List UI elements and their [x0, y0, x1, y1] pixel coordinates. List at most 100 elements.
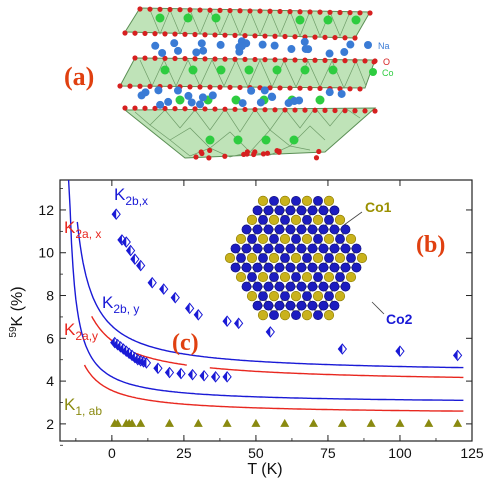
- oxygen-atom: [132, 30, 138, 36]
- x-axis-label: T (K): [247, 461, 282, 478]
- oxygen-atom: [142, 105, 148, 111]
- sodium-atom: [198, 93, 207, 102]
- oxygen-atom: [277, 8, 283, 15]
- oxygen-atom: [312, 34, 318, 40]
- co1-arrow: [343, 211, 363, 226]
- panel-c-label: (c): [172, 330, 199, 356]
- data-point-k1ab: [113, 418, 123, 427]
- co1-atom: [268, 252, 280, 264]
- oxygen-atom: [307, 85, 313, 91]
- atom-legend: Na O Co: [364, 41, 394, 78]
- oxygen-atom: [182, 106, 188, 112]
- data-point-k1ab: [127, 418, 137, 427]
- axis-ticks: 0 25 50 75 100 125 2 4 6 8 10 12: [38, 180, 484, 461]
- sodium-atom: [256, 98, 265, 107]
- oxygen-atom: [276, 149, 282, 155]
- co2-atom: [340, 243, 351, 254]
- oxygen-atom: [312, 107, 318, 113]
- o-legend-sphere: [371, 59, 377, 65]
- co2-atom: [285, 205, 296, 216]
- co1-atom: [290, 252, 302, 264]
- oxygen-atom: [212, 106, 218, 112]
- oxygen-atom: [242, 33, 248, 39]
- oxygen-atom: [262, 57, 268, 63]
- cobalt-atom: [233, 135, 243, 145]
- oxygen-atom: [197, 84, 203, 90]
- co2-atom: [263, 262, 274, 273]
- co2-atom: [252, 262, 263, 273]
- data-point-k1ab: [337, 418, 347, 427]
- co1-atom: [312, 291, 324, 302]
- co2-atom: [307, 300, 318, 311]
- na-legend-label: Na: [378, 41, 390, 51]
- oxygen-atom: [302, 107, 308, 113]
- oxygen-atom: [312, 57, 318, 63]
- data-point-k2bx: [170, 291, 180, 304]
- co2-atom: [313, 272, 323, 282]
- sodium-atom: [287, 45, 296, 54]
- oxygen-atom: [199, 150, 205, 157]
- y-tick-label: 8: [46, 288, 54, 304]
- oxygen-atom: [207, 7, 213, 13]
- co2-arrow: [371, 301, 385, 315]
- oxygen-atom: [142, 55, 148, 61]
- co2-atom: [230, 262, 241, 273]
- oxygen-atom: [287, 85, 293, 91]
- co2-atom: [296, 243, 307, 254]
- sodium-atom: [184, 91, 193, 100]
- sodium-atom: [247, 86, 256, 95]
- fit-curve-k2bx: [76, 221, 464, 369]
- co2-atom: [329, 281, 340, 292]
- na-legend-sphere: [364, 41, 372, 49]
- oxygen-atom: [127, 83, 133, 89]
- oxygen-atom: [327, 9, 333, 15]
- co2-atom: [258, 214, 268, 225]
- co2-atom: [296, 205, 307, 216]
- co2-atom: [291, 195, 301, 206]
- co2-atom: [324, 253, 334, 263]
- co1-atom: [345, 271, 357, 283]
- oxygen-atom: [357, 86, 363, 92]
- oxygen-atom: [282, 57, 288, 63]
- co2-atom: [291, 310, 301, 321]
- sodium-atom: [158, 48, 167, 57]
- oxygen-atom: [332, 34, 338, 41]
- co2-atom: [285, 262, 296, 273]
- co2-atom: [258, 291, 268, 302]
- co2-atom: [280, 253, 290, 263]
- data-point-k2bx: [125, 244, 136, 257]
- oxygen-atom: [352, 35, 358, 41]
- co1-atom: [323, 310, 335, 321]
- oxygen-atom: [217, 7, 223, 13]
- co2-atom: [241, 224, 252, 235]
- sodium-atom: [340, 48, 349, 57]
- co1-atom: [323, 271, 335, 283]
- oxygen-atom: [182, 56, 188, 62]
- sodium-atom: [237, 42, 246, 51]
- data-point-k1ab: [424, 418, 434, 427]
- co1-atom: [323, 195, 335, 206]
- oxygen-atom: [252, 106, 258, 113]
- co1-label: Co1: [365, 199, 392, 215]
- co2-atom: [318, 281, 329, 292]
- oxygen-atom: [272, 57, 278, 63]
- co2-atom: [329, 224, 340, 235]
- oxygen-atom: [202, 56, 208, 62]
- oxygen-atom: [322, 107, 328, 113]
- label-k1ab: K1, ab: [64, 395, 102, 418]
- oxygen-atom: [152, 31, 158, 37]
- oxygen-atom: [172, 31, 178, 37]
- co2-atom: [307, 205, 318, 216]
- oxygen-atom: [212, 56, 218, 62]
- oxygen-atom: [182, 31, 188, 37]
- oxygen-atom: [244, 149, 250, 155]
- co1-atom: [246, 214, 258, 225]
- oxygen-atom: [272, 107, 278, 113]
- y-axis-label: 59K (%): [8, 286, 26, 337]
- co2-atom: [335, 234, 345, 244]
- panel-a-label: (a): [64, 62, 95, 91]
- cobalt-atom: [175, 95, 185, 105]
- co2-atom: [247, 234, 257, 244]
- data-point-k1ab: [136, 418, 146, 427]
- atoms: [117, 6, 378, 161]
